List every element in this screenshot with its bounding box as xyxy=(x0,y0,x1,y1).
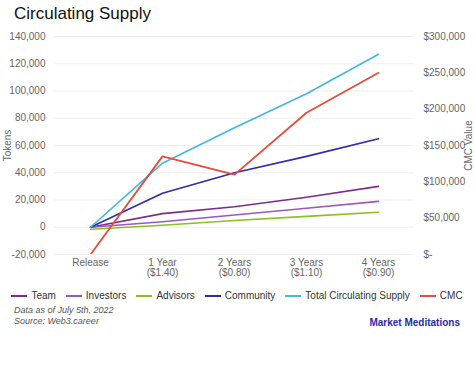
html-text:Advisors: Advisors xyxy=(156,290,195,301)
svg-text:80,000: 80,000 xyxy=(15,112,46,123)
svg-text:Release: Release xyxy=(72,257,109,268)
html-text:Investors: Investors xyxy=(85,290,127,301)
svg-text:Tokens: Tokens xyxy=(2,130,13,162)
svg-text:CMC Value: CMC Value xyxy=(463,120,474,171)
html-text:Team: Team xyxy=(31,290,56,301)
html-text:Data as of July 5th, 2022: Data as of July 5th, 2022 xyxy=(14,305,114,315)
svg-text:$200,000: $200,000 xyxy=(424,103,466,114)
html-text:CMC: CMC xyxy=(439,290,463,301)
html-text:Source: Web3.career: Source: Web3.career xyxy=(14,316,99,327)
svg-text:20,000: 20,000 xyxy=(15,194,46,205)
html-text:Total Circulating Supply: Total Circulating Supply xyxy=(305,290,410,301)
html-text:Circulating Supply: Circulating Supply xyxy=(14,4,151,23)
svg-text:1 Year($1.40): 1 Year($1.40) xyxy=(147,257,179,278)
svg-text:4 Years($0.90): 4 Years($0.90) xyxy=(362,257,395,278)
svg-text:3 Years($1.10): 3 Years($1.10) xyxy=(290,257,323,278)
svg-text:-20,000: -20,000 xyxy=(12,249,46,260)
svg-text:40,000: 40,000 xyxy=(15,167,46,178)
svg-text:2 Years($0.80): 2 Years($0.80) xyxy=(218,257,251,278)
svg-text:$100,000: $100,000 xyxy=(424,176,466,187)
svg-text:120,000: 120,000 xyxy=(9,58,46,69)
svg-text:140,000: 140,000 xyxy=(9,31,46,42)
svg-text:$250,000: $250,000 xyxy=(424,67,466,78)
svg-text:$-: $- xyxy=(424,249,433,260)
html-text:Market Meditations: Market Meditations xyxy=(369,316,460,328)
svg-text:$50,000: $50,000 xyxy=(424,212,461,223)
html-text:Community: Community xyxy=(224,290,276,301)
svg-text:0: 0 xyxy=(40,221,46,232)
svg-text:$150,000: $150,000 xyxy=(424,140,466,151)
svg-text:$300,000: $300,000 xyxy=(424,31,466,42)
svg-text:100,000: 100,000 xyxy=(9,85,46,96)
svg-text:60,000: 60,000 xyxy=(15,140,46,151)
